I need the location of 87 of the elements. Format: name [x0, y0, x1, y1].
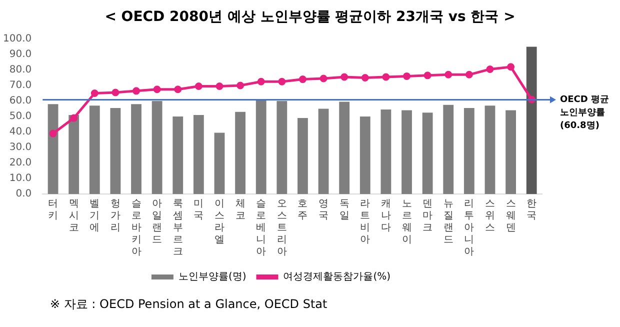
legend-label: 노인부양률(명) — [178, 272, 246, 283]
x-tick-label: 이스라엘 — [214, 198, 224, 246]
x-tick-label: 라트비아 — [360, 198, 370, 246]
bar — [360, 116, 370, 194]
x-tick-label: 호주 — [298, 198, 308, 222]
x-tick-label: 영국 — [318, 198, 329, 222]
legend-label: OECD 평균 노인부양률 (60.8명) — [560, 95, 610, 132]
chart-title: < OECD 2080년 예상 노인부양률 평균이하 23개국 vs 한국 > — [104, 8, 516, 27]
point — [278, 78, 286, 86]
point — [465, 70, 473, 78]
y-tick-label: 60.0 — [9, 96, 32, 107]
y-tick-label: 10.0 — [9, 173, 32, 184]
point — [444, 70, 452, 78]
bar — [48, 104, 58, 194]
x-tick-label: 멕시코 — [68, 198, 79, 234]
bar — [89, 106, 100, 194]
point — [194, 82, 202, 90]
x-tick-label: 슬로바키아 — [131, 198, 142, 258]
x-tick-label: 한국 — [526, 198, 537, 222]
bar — [256, 99, 266, 194]
x-tick-label: 슬로베니아 — [256, 198, 266, 258]
point — [153, 86, 161, 94]
x-tick-label: 노르웨이 — [402, 198, 412, 246]
y-tick-label: 100.0 — [2, 34, 32, 45]
x-tick-label: 미국 — [194, 198, 204, 222]
point — [49, 130, 57, 138]
bar — [298, 118, 308, 194]
bar — [235, 112, 246, 194]
x-tick-label: 뉴질랜드 — [443, 198, 454, 246]
point — [132, 87, 140, 95]
point — [298, 76, 306, 84]
point — [403, 72, 411, 80]
point — [320, 74, 328, 82]
point — [340, 73, 348, 81]
bar — [318, 108, 329, 194]
bar — [131, 104, 142, 194]
point — [507, 63, 515, 71]
point — [90, 90, 98, 97]
bar — [422, 112, 433, 194]
bar — [172, 116, 184, 194]
bar — [152, 101, 162, 194]
x-tick-label: 스위스 — [484, 198, 495, 234]
x-tick-label: 체코 — [235, 198, 246, 222]
bar — [68, 114, 80, 194]
point — [361, 74, 369, 82]
x-tick-label: 독일 — [339, 198, 350, 222]
x-tick-label: 스웨덴 — [506, 198, 516, 234]
point — [486, 65, 494, 73]
bar — [110, 108, 121, 194]
y-tick-label: 0.0 — [16, 188, 32, 200]
point — [236, 82, 244, 90]
x-tick-label: 아일랜드 — [152, 198, 162, 246]
y-tick-label: 70.0 — [9, 80, 32, 92]
point — [257, 78, 265, 86]
y-tick-label: 90.0 — [9, 49, 32, 60]
bar — [443, 104, 454, 194]
bar — [464, 108, 474, 194]
y-tick-label: 50.0 — [9, 111, 32, 122]
legend-label: 여성경제활동참가율(%) — [283, 272, 391, 283]
point — [424, 72, 432, 80]
x-tick-label: 덴마크 — [422, 198, 433, 234]
point — [382, 73, 390, 81]
text: ※ 자료 : OECD Pension at a Glance, OECD Stat — [49, 296, 328, 313]
bar — [484, 106, 496, 194]
y-tick-label: 30.0 — [9, 142, 32, 154]
x-tick-label: 룩셈부르크 — [172, 198, 183, 258]
x-tick-label: 오스트리아 — [276, 198, 287, 258]
point — [216, 82, 224, 90]
bar — [214, 132, 225, 194]
x-tick-label: 헝가리 — [110, 198, 120, 234]
y-tick-label: 80.0 — [9, 64, 32, 76]
bar — [339, 102, 350, 194]
point — [112, 88, 120, 96]
x-tick-label: 벨기에 — [90, 198, 100, 234]
x-tick-label: 캐나다 — [380, 198, 391, 234]
bar — [380, 110, 392, 194]
y-tick-label: 20.0 — [9, 158, 32, 169]
point — [174, 86, 182, 94]
x-tick-label: 리투아니아 — [464, 198, 474, 258]
point — [70, 114, 78, 122]
x-tick-label: 터키 — [48, 198, 58, 222]
bar — [526, 46, 537, 194]
bar — [506, 110, 516, 194]
bar — [276, 101, 288, 194]
bar — [193, 114, 204, 194]
bar — [402, 110, 412, 194]
y-tick-label: 40.0 — [9, 126, 32, 138]
